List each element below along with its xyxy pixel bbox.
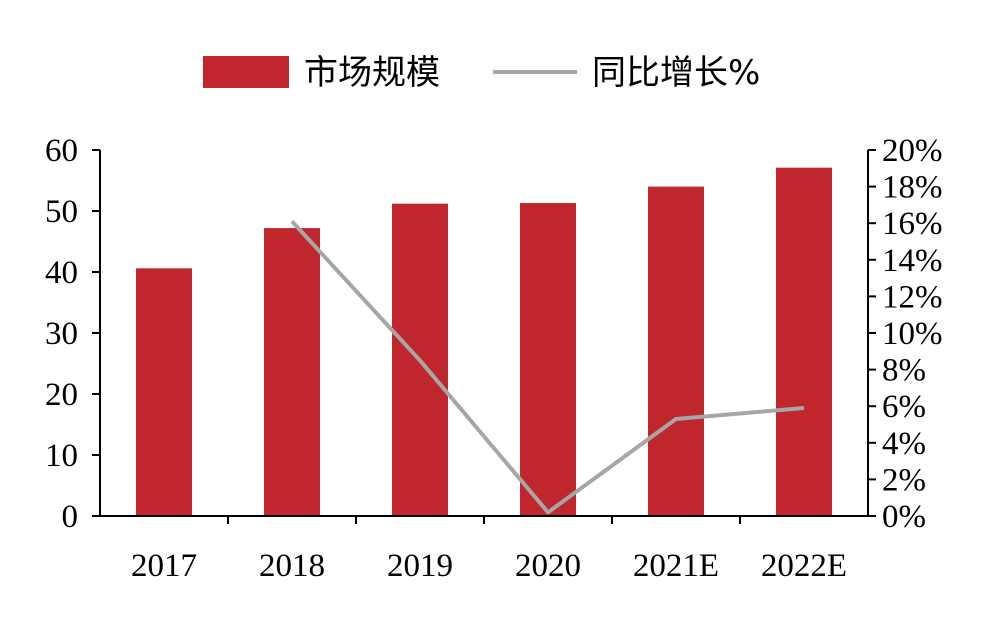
right-tick-label: 16% [882,206,943,242]
right-tick-label: 12% [882,279,943,315]
x-tick-label: 2019 [387,548,453,584]
right-tick-label: 8% [882,353,926,389]
axes: 01020304050600%2%4%6%8%10%12%14%16%18%20… [45,133,943,584]
x-tick-label: 2017 [131,548,197,584]
right-tick-label: 2% [882,462,926,498]
right-tick-label: 10% [882,316,943,352]
left-tick-label: 60 [45,133,78,169]
bar-2022E [776,167,832,516]
right-tick-label: 0% [882,499,926,535]
bar-2017 [136,268,192,516]
bar-2020 [520,203,576,516]
right-tick-label: 18% [882,170,943,206]
left-tick-label: 20 [45,377,78,413]
bar-series [136,167,832,516]
right-tick-label: 20% [882,133,943,169]
x-tick-label: 2020 [515,548,581,584]
legend-label-bar: 市场规模 [304,53,440,93]
left-tick-label: 10 [45,438,78,474]
left-tick-label: 50 [45,194,78,230]
legend-swatch-bar [203,56,289,88]
x-tick-label: 2021E [633,548,719,584]
left-tick-label: 0 [62,499,79,535]
legend-label-line: 同比增长% [592,53,760,93]
right-tick-label: 4% [882,426,926,462]
left-tick-label: 30 [45,316,78,352]
left-tick-label: 40 [45,255,78,291]
bar-2021E [648,186,704,516]
bar-2018 [264,228,320,516]
x-tick-label: 2022E [761,548,847,584]
legend: 市场规模 同比增长% [203,53,760,93]
x-tick-label: 2018 [259,548,325,584]
right-tick-label: 14% [882,243,943,279]
line-series [290,220,805,515]
right-tick-label: 6% [882,389,926,425]
